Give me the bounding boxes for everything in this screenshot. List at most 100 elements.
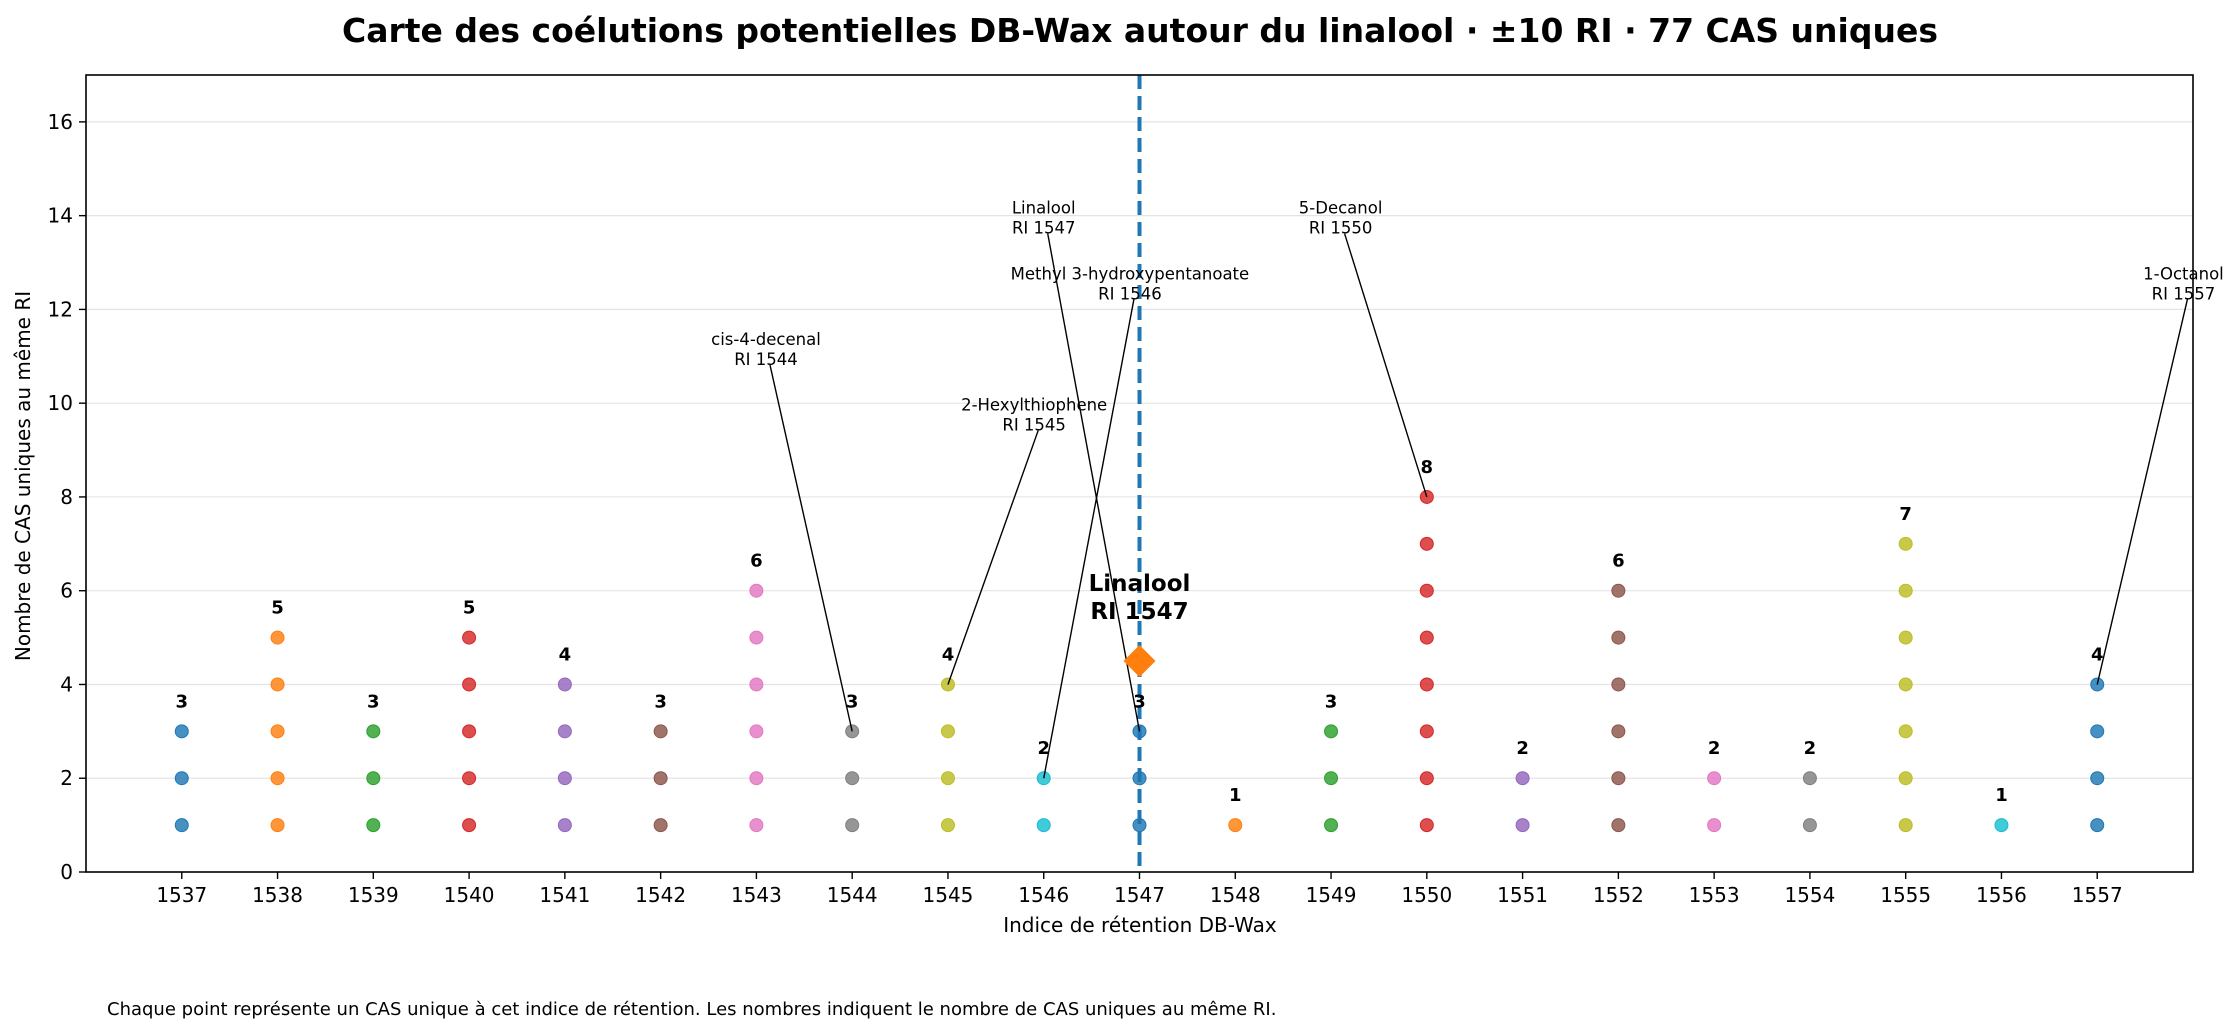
annotation-connector-5 [947, 430, 1039, 685]
x-tick-label-1545: 1545 [923, 883, 974, 907]
count-label-1538: 5 [271, 598, 284, 619]
y-tick-label-8: 8 [60, 485, 73, 509]
x-tick-label-1553: 1553 [1689, 883, 1740, 907]
point-1541-2 [557, 771, 572, 786]
annotation-ri-1: RI 1547 [1012, 219, 1076, 238]
linalool-label-ri: RI 1547 [1090, 599, 1188, 625]
point-1545-1 [940, 818, 955, 833]
annotation-connector-3 [1343, 233, 1428, 498]
annotation-ri-5: RI 1545 [1002, 416, 1066, 435]
point-1552-6 [1611, 583, 1626, 598]
annotation-connector-2 [1043, 299, 1135, 779]
x-tick-label-1541: 1541 [539, 883, 590, 907]
x-tick-label-1540: 1540 [444, 883, 495, 907]
point-1550-6 [1419, 583, 1434, 598]
count-label-1551: 2 [1516, 738, 1529, 759]
x-tick-label-1544: 1544 [827, 883, 878, 907]
annotation-ri-6: RI 1557 [2152, 284, 2216, 303]
count-label-1541: 4 [559, 644, 572, 665]
x-tick-label-1552: 1552 [1593, 883, 1644, 907]
annotation-connector-1 [1047, 233, 1141, 732]
point-1557-2 [2090, 771, 2105, 786]
count-label-1540: 5 [463, 598, 476, 619]
x-tick-label-1542: 1542 [635, 883, 686, 907]
point-1543-4 [749, 677, 764, 692]
count-label-1557: 4 [2091, 644, 2104, 665]
point-1555-4 [1898, 677, 1913, 692]
y-tick-label-14: 14 [48, 204, 73, 228]
point-1549-1 [1324, 818, 1339, 833]
point-1539-3 [366, 724, 381, 739]
annotation-name-3: 5-Decanol [1299, 199, 1383, 218]
count-label-1549: 3 [1325, 691, 1338, 712]
point-1550-4 [1419, 677, 1434, 692]
annotation-name-6: 1-Octanol [2143, 264, 2224, 283]
point-1549-3 [1324, 724, 1339, 739]
count-labels: 3 5 3 5 4 3 6 3 4 2 3 1 3 8 2 6 2 2 7 1 4 [176, 457, 2104, 806]
point-1538-2 [270, 771, 285, 786]
count-label-1550: 8 [1421, 457, 1434, 478]
count-label-1548: 1 [1229, 785, 1242, 806]
count-label-1539: 3 [367, 691, 380, 712]
point-1546-1 [1036, 818, 1051, 833]
x-axis-ticks: 1537 1538 1539 1540 1541 1542 1543 1544 1545 1546… [156, 872, 2123, 907]
x-tick-label-1537: 1537 [156, 883, 207, 907]
point-1540-4 [462, 677, 477, 692]
annotation-ri-4: RI 1544 [734, 350, 798, 369]
point-1539-2 [366, 771, 381, 786]
x-tick-label-1555: 1555 [1880, 883, 1931, 907]
point-1545-3 [940, 724, 955, 739]
y-tick-label-0: 0 [60, 860, 73, 884]
point-1555-5 [1898, 630, 1913, 645]
point-1554-1 [1802, 818, 1817, 833]
point-1538-3 [270, 724, 285, 739]
point-1541-1 [557, 818, 572, 833]
count-label-1554: 2 [1804, 738, 1817, 759]
linalool-label-name: Linalool [1089, 571, 1191, 597]
point-1547-2 [1132, 771, 1147, 786]
point-1538-4 [270, 677, 285, 692]
y-tick-label-6: 6 [60, 579, 73, 603]
x-tick-label-1539: 1539 [348, 883, 399, 907]
point-1547-1 [1132, 818, 1147, 833]
x-tick-label-1549: 1549 [1306, 883, 1357, 907]
point-1540-5 [462, 630, 477, 645]
count-label-1552: 6 [1612, 551, 1625, 572]
x-tick-label-1538: 1538 [252, 883, 303, 907]
point-1550-5 [1419, 630, 1434, 645]
y-axis-label: Nombre de CAS uniques au même RI [11, 291, 35, 661]
count-label-1546: 2 [1037, 738, 1050, 759]
point-1540-2 [462, 771, 477, 786]
x-tick-label-1556: 1556 [1976, 883, 2027, 907]
point-1543-5 [749, 630, 764, 645]
y-tick-label-16: 16 [48, 110, 73, 134]
point-1552-1 [1611, 818, 1626, 833]
annotation-name-2: Methyl 3-hydroxypentanoate [1011, 264, 1250, 283]
point-1538-1 [270, 818, 285, 833]
x-tick-label-1547: 1547 [1114, 883, 1165, 907]
point-1542-1 [653, 818, 668, 833]
point-1537-2 [174, 771, 189, 786]
count-label-1547: 3 [1133, 691, 1146, 712]
point-1550-7 [1419, 536, 1434, 551]
linalool-marker [1123, 645, 1156, 678]
point-1543-2 [749, 771, 764, 786]
point-1538-5 [270, 630, 285, 645]
annotation-name-5: 2-Hexylthiophene [961, 396, 1107, 415]
point-1551-1 [1515, 818, 1530, 833]
y-tick-label-10: 10 [48, 391, 73, 415]
point-1539-1 [366, 818, 381, 833]
point-1549-2 [1324, 771, 1339, 786]
point-1543-3 [749, 724, 764, 739]
annotation-name-4: cis-4-decenal [711, 330, 821, 349]
y-axis-ticks: 0 2 4 6 8 10 12 14 16 [48, 110, 86, 884]
point-1542-2 [653, 771, 668, 786]
point-1537-1 [174, 818, 189, 833]
point-1543-1 [749, 818, 764, 833]
point-1550-3 [1419, 724, 1434, 739]
point-1544-1 [845, 818, 860, 833]
point-1551-2 [1515, 771, 1530, 786]
point-1552-2 [1611, 771, 1626, 786]
